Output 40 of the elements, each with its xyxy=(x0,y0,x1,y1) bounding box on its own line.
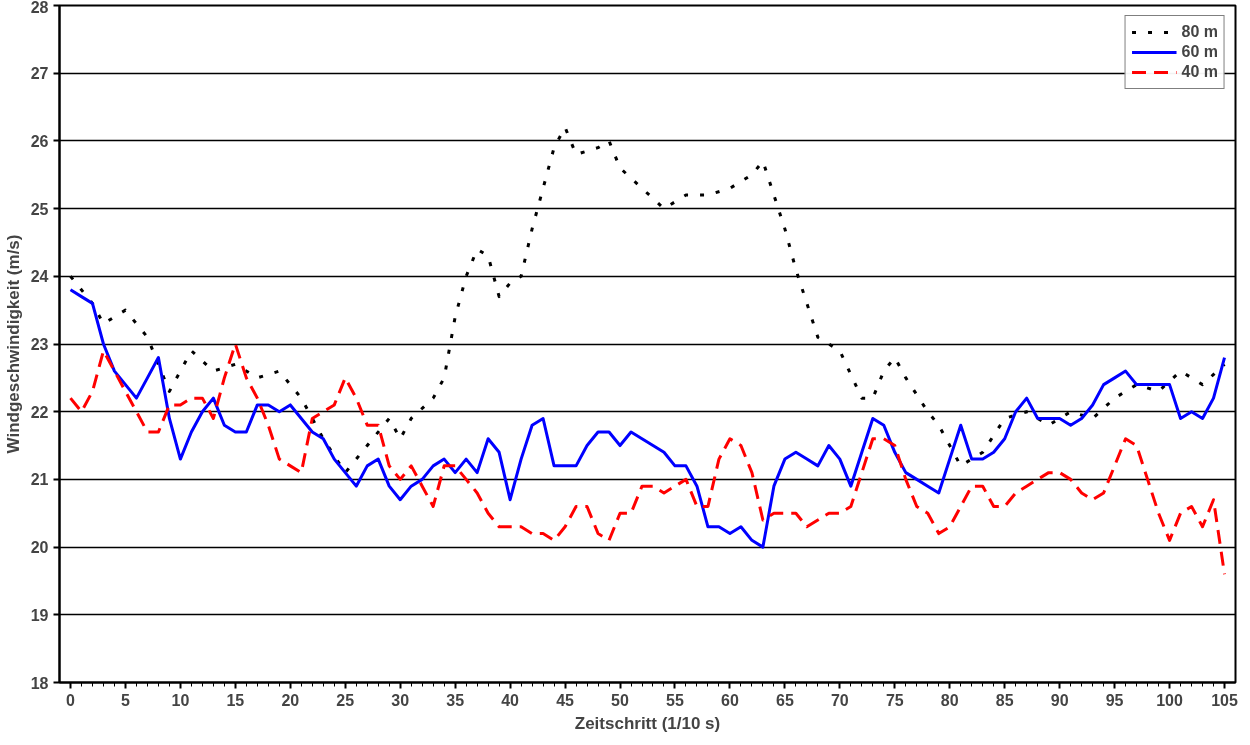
x-tick-label: 0 xyxy=(66,691,76,709)
y-tick-label: 20 xyxy=(30,539,49,557)
x-tick-label: 40 xyxy=(501,691,520,709)
y-tick-label: 18 xyxy=(30,674,49,692)
x-tick-label: 100 xyxy=(1156,691,1184,709)
y-tick-label: 25 xyxy=(30,200,49,218)
line-series xyxy=(68,342,1227,576)
x-tick-label: 35 xyxy=(446,691,465,709)
y-tick-label: 28 xyxy=(30,0,49,16)
x-tick-label: 65 xyxy=(775,691,794,709)
x-tick-label: 15 xyxy=(226,691,245,709)
x-tick-label: 5 xyxy=(120,691,130,709)
y-tick-label: 24 xyxy=(30,268,49,286)
line-series xyxy=(68,288,1227,549)
x-tick-label: 45 xyxy=(556,691,575,709)
x-tick-label: 30 xyxy=(391,691,410,709)
y-tick-label: 21 xyxy=(30,471,49,489)
x-tick-label: 85 xyxy=(995,691,1014,709)
x-tick-label: 55 xyxy=(666,691,684,709)
x-tick-label: 60 xyxy=(721,691,739,709)
y-tick-label: 26 xyxy=(30,132,49,150)
x-tick-label: 90 xyxy=(1050,691,1069,709)
y-tick-label: 27 xyxy=(30,65,49,83)
legend-label: 40 m xyxy=(1181,63,1218,81)
legend-label: 80 m xyxy=(1181,23,1218,41)
x-tick-label: 105 xyxy=(1211,691,1238,709)
y-tick-label: 22 xyxy=(30,403,49,421)
x-tick-label: 50 xyxy=(611,691,630,709)
legend-label: 60 m xyxy=(1181,43,1218,61)
x-tick-label: 10 xyxy=(171,691,190,709)
x-tick-label: 70 xyxy=(830,691,849,709)
x-tick-label: 95 xyxy=(1105,691,1124,709)
y-tick-label: 19 xyxy=(30,606,49,624)
x-tick-label: 75 xyxy=(885,691,904,709)
y-tick-label: 23 xyxy=(30,336,49,353)
x-axis-title: Zeitschritt (1/10 s) xyxy=(574,713,721,733)
y-axis-title: Windgeschwindigkeit (m/s) xyxy=(3,234,23,454)
x-tick-label: 25 xyxy=(336,691,355,709)
x-tick-label: 20 xyxy=(281,691,300,709)
x-tick-label: 80 xyxy=(940,691,959,709)
